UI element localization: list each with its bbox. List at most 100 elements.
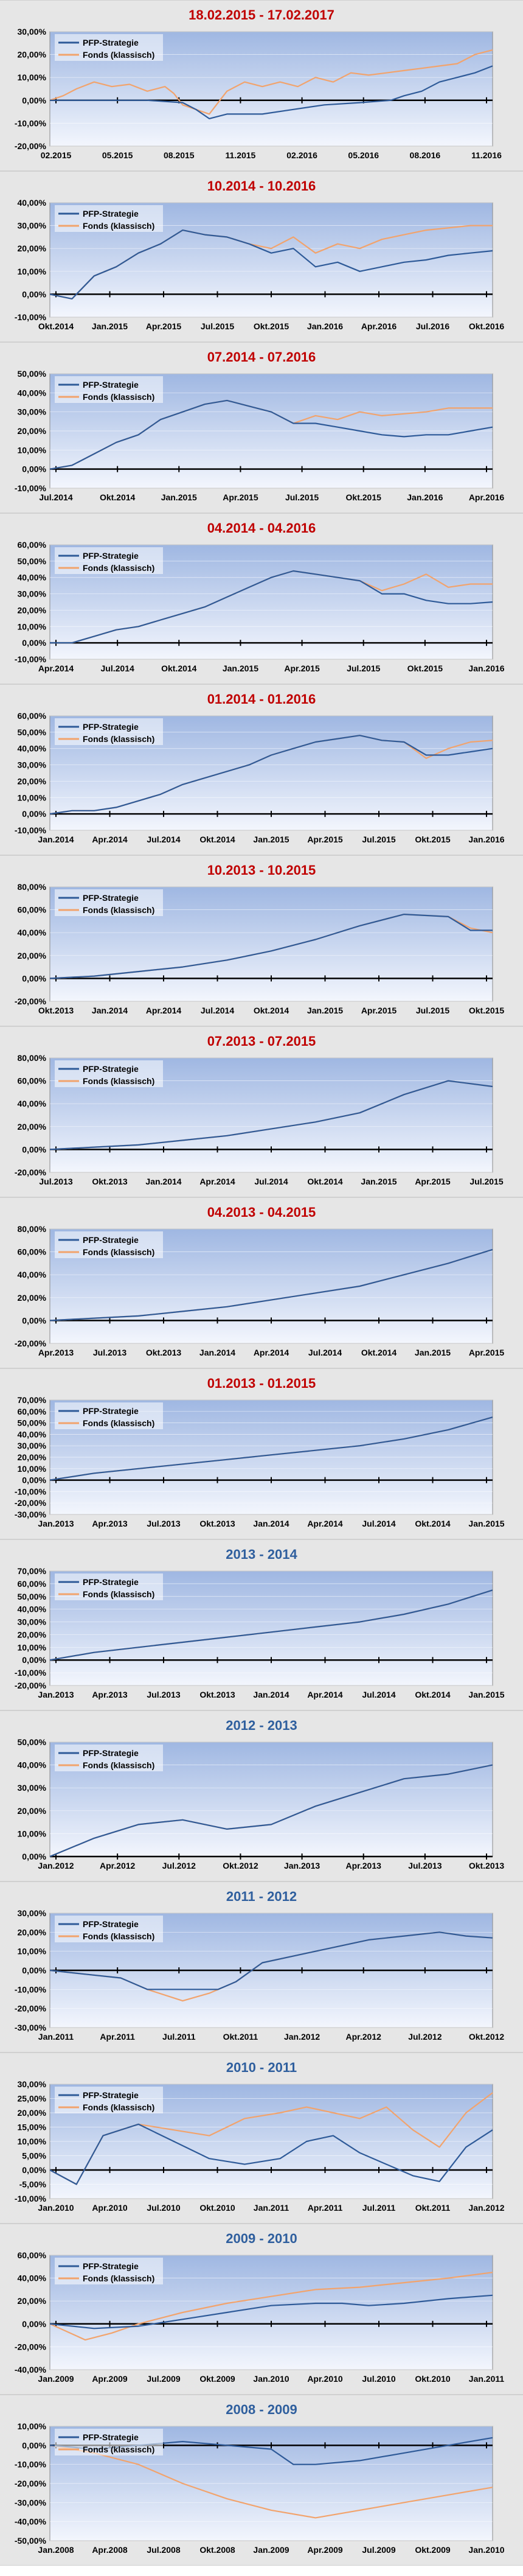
legend [55,1402,163,1429]
legend [55,1231,163,1258]
legend-strategy-label: PFP-Strategie [83,722,139,732]
x-tick-label: Okt.2015 [346,492,382,502]
y-tick-label: 0,00% [22,1144,46,1154]
x-tick-label: 05.2015 [102,150,133,160]
legend-fund-label: Fonds (klassisch) [83,50,154,60]
y-tick-label: 0,00% [22,1315,46,1325]
chart-title: 2008 - 2009 [226,2402,297,2417]
x-tick-label: Jul.2015 [285,492,319,502]
y-tick-label: 50,00% [18,556,47,566]
x-tick-label: Jan.2010 [38,2203,74,2213]
x-tick-label: 02.2015 [41,150,72,160]
y-tick-label: 80,00% [18,882,47,892]
line-chart: 30,00%20,00%10,00%0,00%-10,00%-20,00%02.… [15,27,502,160]
y-tick-label: 10,00% [18,2137,47,2146]
x-tick-label: Jan.2016 [468,663,504,673]
y-tick-label: 30,00% [18,1908,47,1918]
legend-fund-label: Fonds (klassisch) [83,734,154,744]
y-tick-label: 5,00% [22,2151,46,2161]
y-tick-label: 30,00% [18,1441,47,1451]
x-tick-label: Apr.2016 [361,321,397,331]
series-line-strategy [49,1589,493,1661]
legend [55,1573,163,1600]
chart-title: 2011 - 2012 [226,1889,297,1904]
x-tick-label: Apr.2015 [415,1177,451,1186]
x-tick-label: Okt.2013 [199,1519,235,1528]
y-tick-label: -40,00% [15,2517,47,2527]
x-tick-label: Jul.2014 [201,1006,234,1015]
y-tick-label: 70,00% [18,1395,47,1405]
x-tick-label: Okt.2012 [223,1861,258,1871]
y-tick-label: 20,00% [18,1927,47,1937]
line-chart: 50,00% 40,00% 30,00% 20,00% 10,00% 0,00% -10,0… [15,369,505,502]
legend-fund-label: Fonds (klassisch) [83,2273,154,2283]
y-tick-label: 0,00% [22,1965,46,1975]
legend [55,205,163,232]
y-tick-label: 40,00% [18,1760,47,1770]
y-tick-label: 30,00% [18,1783,47,1793]
series-line-fund [49,49,493,115]
legend-fund-label: Fonds (klassisch) [83,1589,154,1599]
y-tick-label: 0,00% [22,289,46,299]
x-tick-label: 08.2015 [164,150,195,160]
chart-title: 2012 - 2013 [226,1718,297,1733]
x-tick-label: Apr.2011 [100,2032,135,2042]
legend [55,718,163,745]
x-tick-label: 08.2016 [410,150,441,160]
series-line-strategy [49,914,493,979]
legend-strategy-label: PFP-Strategie [83,2090,139,2100]
y-tick-label: 20,00% [18,2108,47,2118]
x-tick-label: Apr.2013 [346,1861,382,1871]
x-tick-label: Okt.2010 [415,2374,451,2384]
y-tick-label: 0,00% [22,1475,46,1485]
y-tick-label: -5,00% [19,2180,47,2189]
y-tick-label: 60,00% [18,2250,47,2260]
x-tick-label: Okt.2014 [161,663,197,673]
x-tick-label: Okt.2014 [38,321,74,331]
y-tick-label: 30,00% [18,221,47,231]
series-line-strategy [49,399,493,470]
x-tick-label: Okt.2014 [415,1690,451,1699]
legend-strategy-label: PFP-Strategie [83,1064,139,1074]
x-tick-label: Jan.2014 [145,1177,181,1186]
legend [55,1745,163,1771]
x-tick-label: Jan.2012 [284,2032,320,2042]
x-tick-label: Apr.2014 [199,1177,235,1186]
y-tick-label: 0,00% [22,2165,46,2175]
y-tick-label: 0,00% [22,2440,46,2450]
x-tick-label: Okt.2015 [469,1006,505,1015]
chart-title: 07.2013 - 07.2015 [207,1034,316,1049]
series-line-strategy [49,1248,493,1321]
x-tick-label: Jan.2011 [254,2203,289,2213]
x-tick-label: Apr.2012 [346,2032,382,2042]
series-line-strategy [50,570,493,644]
x-tick-label: Apr.2015 [307,835,343,844]
x-tick-label: Apr.2015 [469,1348,505,1357]
series-line-strategy [49,1416,493,1481]
legend-fund-label: Fonds (klassisch) [83,2445,154,2454]
x-tick-label: Apr.2014 [38,663,74,673]
x-tick-label: Jul.2009 [147,2374,180,2384]
x-tick-label: Jan.2016 [468,835,504,844]
x-tick-label: Jan.2016 [407,492,443,502]
x-tick-label: Jan.2014 [253,1690,289,1699]
x-tick-label: Jan.2013 [38,1519,74,1528]
x-tick-label: Jul.2010 [147,2203,180,2213]
y-tick-label: 30,00% [18,589,47,599]
x-tick-label: Jan.2009 [253,2545,289,2555]
y-tick-label: 50,00% [18,1418,47,1428]
x-tick-label: Apr.2013 [92,1690,128,1699]
x-tick-label: 02.2016 [286,150,317,160]
x-tick-label: Apr.2015 [361,1006,397,1015]
y-tick-label: -20,00% [15,1498,47,1508]
x-tick-label: Okt.2013 [92,1177,128,1186]
y-tick-label: -20,00% [15,996,47,1006]
x-tick-label: Apr.2014 [307,1690,343,1699]
y-tick-label: 10,00% [18,1947,47,1956]
x-tick-label: Apr.2010 [307,2374,343,2384]
x-tick-label: Jul.2014 [308,1348,342,1357]
y-tick-label: 10,00% [18,1829,47,1838]
x-tick-label: Jan.2015 [468,1690,504,1699]
y-tick-label: 80,00% [18,1224,47,1234]
y-tick-label: 0,00% [22,2319,46,2329]
